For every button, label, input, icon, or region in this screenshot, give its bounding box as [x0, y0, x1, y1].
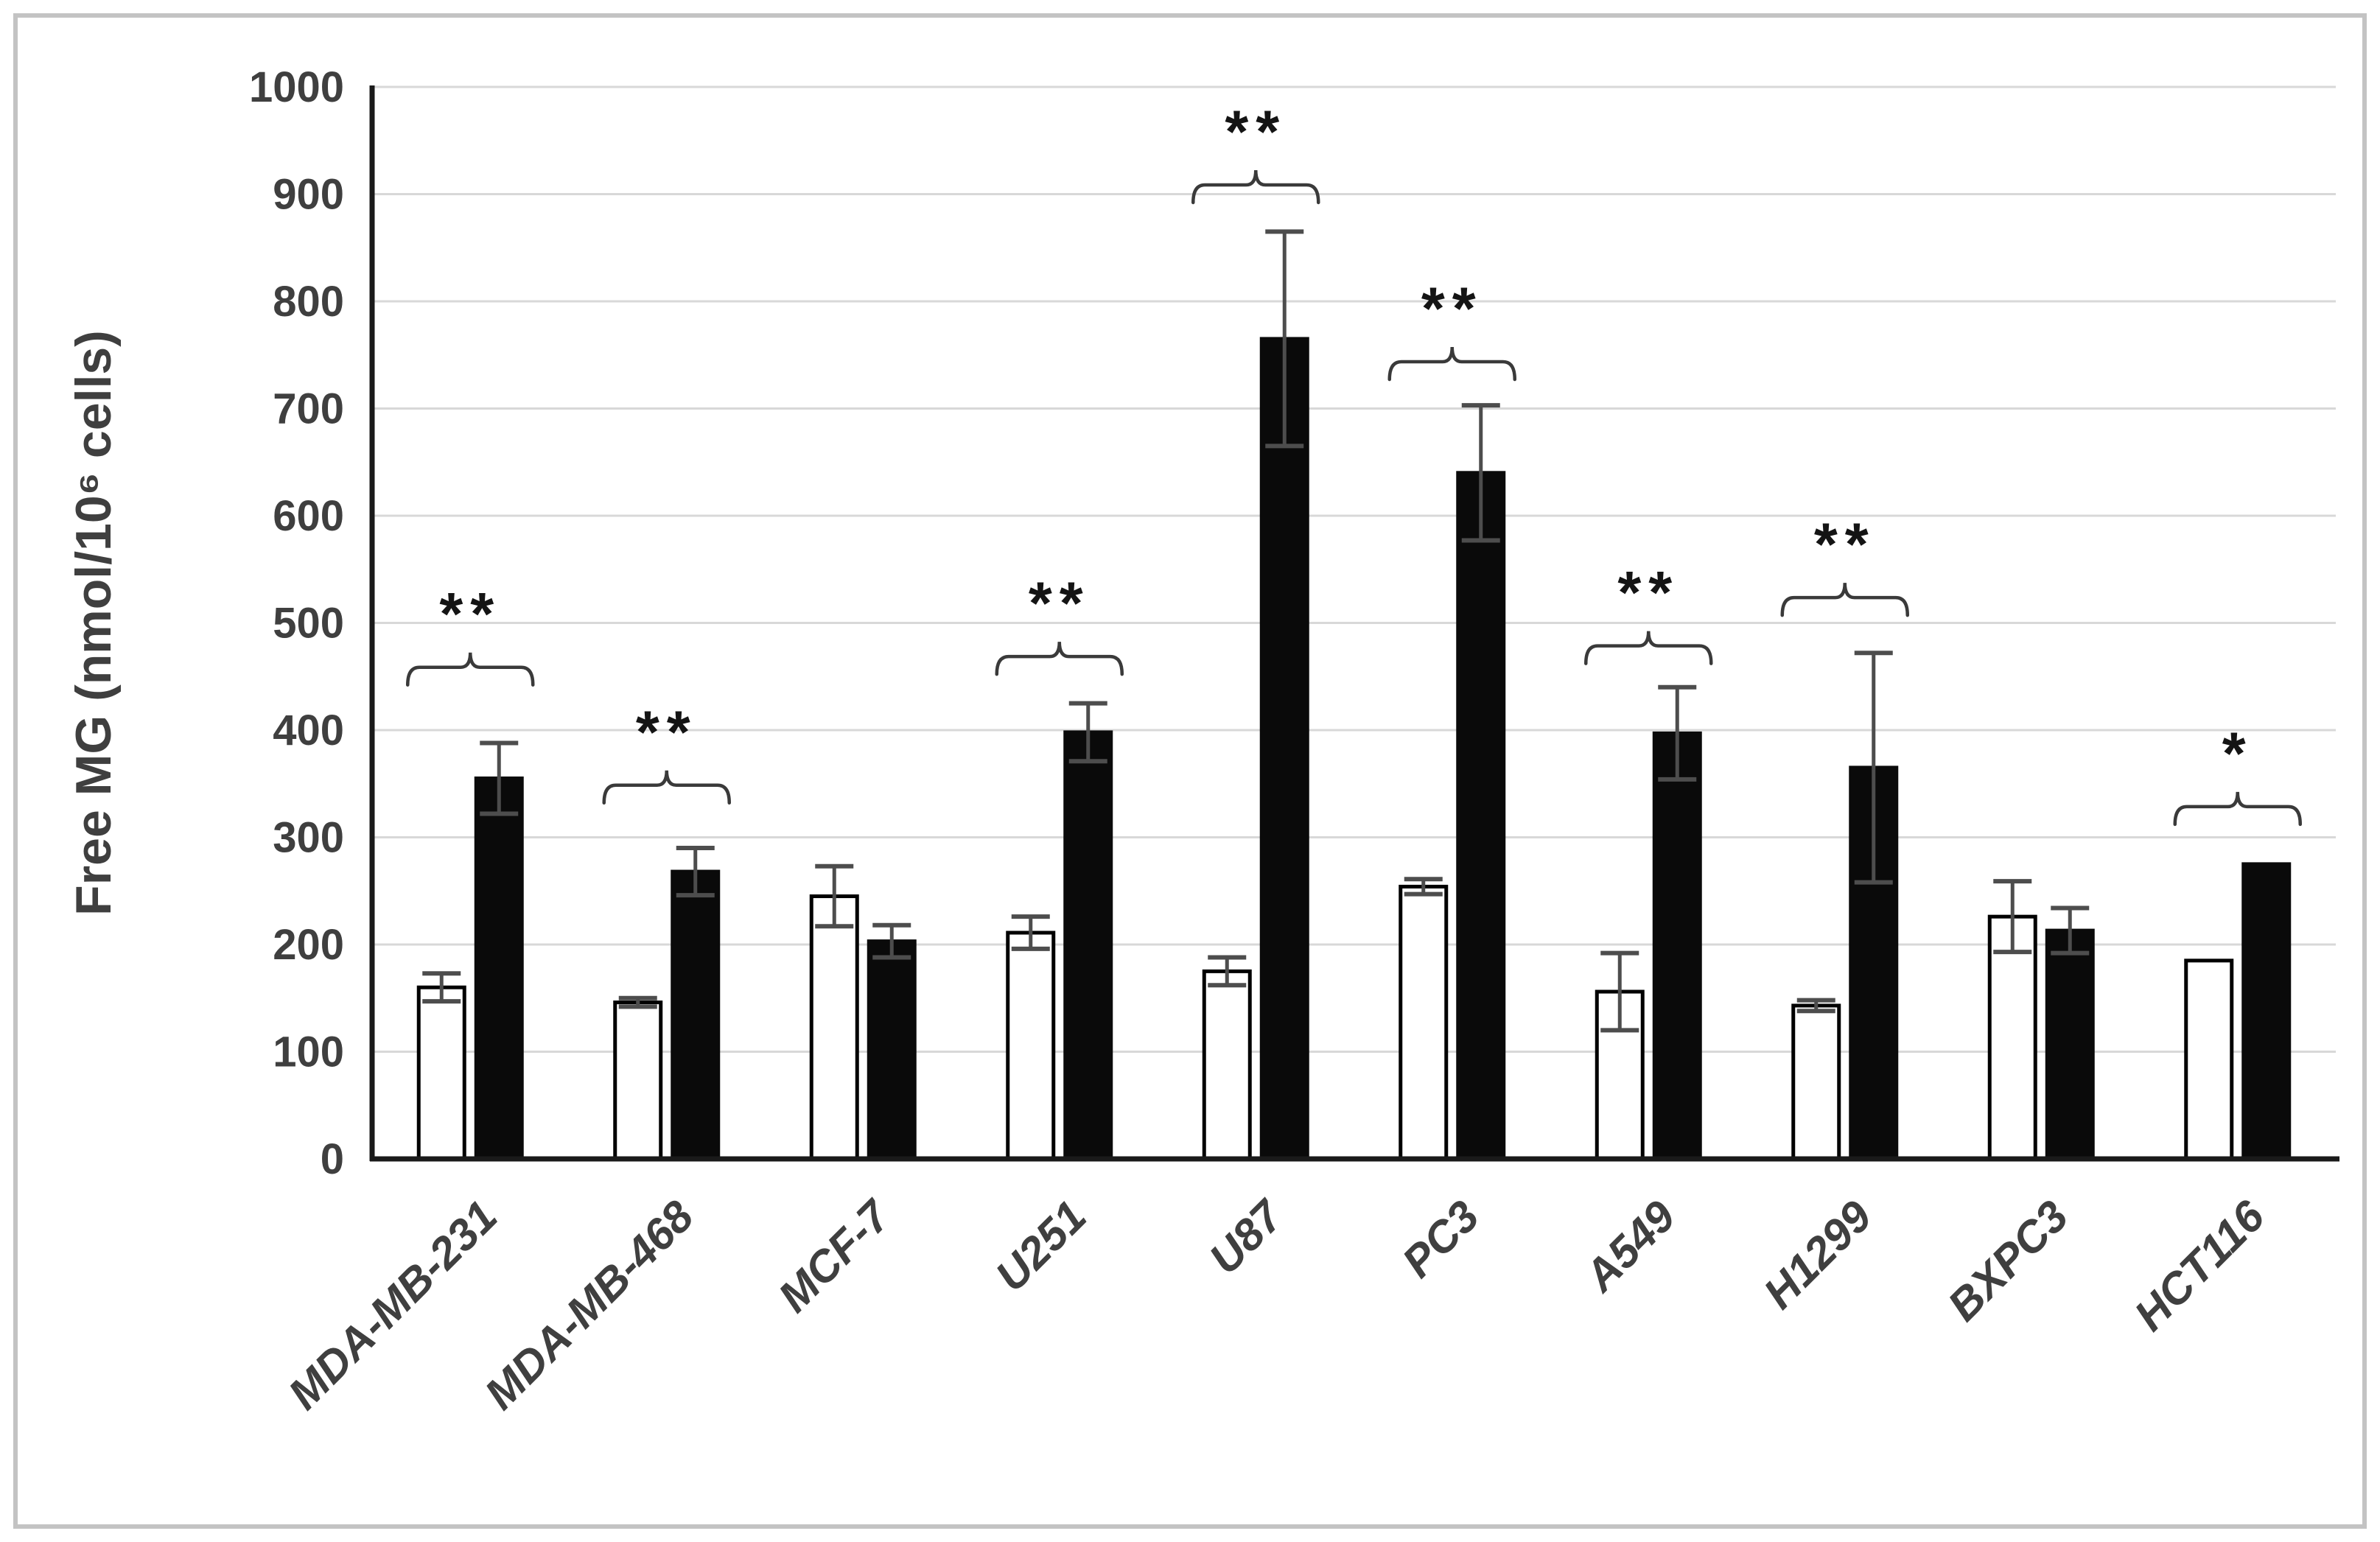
bar-open-bars-PC3 — [1399, 884, 1449, 1161]
error-bar-open-bars-MDA-MB-468 — [618, 995, 657, 1009]
y-tick-label: 600 — [273, 492, 344, 540]
significance-bracket-MDA-MB-231 — [406, 652, 535, 687]
error-bar-solid-bars-MDA-MB-468 — [676, 846, 715, 898]
error-bar-solid-bars-U87 — [1265, 229, 1304, 449]
significance-bracket-MDA-MB-468 — [602, 770, 731, 805]
bar-solid-bars-A549 — [1652, 731, 1702, 1161]
significance-label-MDA-MB-231: ** — [439, 581, 501, 648]
bar-open-bars-U87 — [1202, 969, 1252, 1161]
error-bar-solid-bars-MCF-7 — [872, 922, 911, 960]
bar-solid-bars-BXPC3 — [2045, 928, 2095, 1161]
y-tick-label: 200 — [273, 921, 344, 969]
bar-solid-bars-U87 — [1259, 337, 1309, 1161]
bar-solid-bars-MCF-7 — [867, 939, 917, 1161]
bar-solid-bars-MDA-MB-468 — [671, 869, 721, 1161]
error-bar-open-bars-PC3 — [1404, 877, 1443, 897]
significance-label-U87: ** — [1225, 99, 1287, 166]
y-tick-label: 500 — [273, 600, 344, 648]
significance-label-MDA-MB-468: ** — [636, 699, 698, 766]
error-bar-solid-bars-BXPC3 — [2051, 905, 2090, 956]
y-tick-label: 400 — [273, 707, 344, 754]
bar-solid-bars-MDA-MB-231 — [474, 776, 524, 1161]
error-bar-solid-bars-H1299 — [1854, 651, 1893, 885]
significance-label-U251: ** — [1029, 570, 1091, 637]
bar-solid-bars-U251 — [1063, 730, 1113, 1161]
bar-open-bars-MCF-7 — [809, 894, 859, 1161]
significance-bracket-HCT116 — [2173, 791, 2302, 827]
y-tick-label: 300 — [273, 814, 344, 862]
error-bar-open-bars-U251 — [1011, 914, 1050, 951]
error-bar-open-bars-MCF-7 — [815, 863, 854, 929]
significance-label-HCT116: * — [2222, 721, 2253, 788]
y-tick-label: 800 — [273, 278, 344, 326]
significance-bracket-PC3 — [1387, 346, 1516, 382]
significance-label-A549: ** — [1617, 560, 1679, 627]
y-tick-label: 700 — [273, 385, 344, 433]
significance-bracket-U251 — [995, 642, 1124, 676]
y-tick-label: 900 — [273, 171, 344, 219]
bar-open-bars-BXPC3 — [1987, 914, 2037, 1161]
error-bar-open-bars-U87 — [1208, 955, 1247, 988]
y-tick-label: 1000 — [249, 63, 344, 111]
significance-bracket-A549 — [1584, 631, 1713, 665]
bar-open-bars-H1299 — [1791, 1003, 1841, 1161]
error-bar-open-bars-MDA-MB-231 — [422, 971, 461, 1004]
y-tick-label: 100 — [273, 1028, 344, 1076]
significance-bracket-U87 — [1191, 169, 1320, 205]
error-bar-open-bars-BXPC3 — [1993, 879, 2032, 955]
y-axis-title: Free MG (nmol/10⁶ cells) — [66, 330, 122, 916]
significance-bracket-H1299 — [1780, 583, 1909, 617]
error-bar-solid-bars-PC3 — [1461, 403, 1500, 543]
error-bar-solid-bars-U251 — [1068, 701, 1107, 764]
bar-solid-bars-PC3 — [1456, 471, 1506, 1161]
bar-open-bars-MDA-MB-231 — [416, 985, 466, 1161]
bar-open-bars-MDA-MB-468 — [613, 1000, 663, 1161]
figure-frame — [13, 13, 2367, 1529]
error-bar-solid-bars-A549 — [1658, 684, 1697, 782]
bar-solid-bars-HCT116 — [2241, 862, 2292, 1161]
y-tick-label: 0 — [321, 1135, 344, 1183]
bar-open-bars-HCT116 — [2184, 959, 2234, 1161]
significance-label-H1299: ** — [1814, 511, 1876, 578]
error-bar-solid-bars-MDA-MB-231 — [480, 740, 519, 816]
bar-open-bars-U251 — [1006, 931, 1056, 1161]
significance-label-PC3: ** — [1421, 276, 1483, 343]
error-bar-open-bars-A549 — [1600, 950, 1639, 1033]
error-bar-open-bars-H1299 — [1796, 998, 1835, 1014]
